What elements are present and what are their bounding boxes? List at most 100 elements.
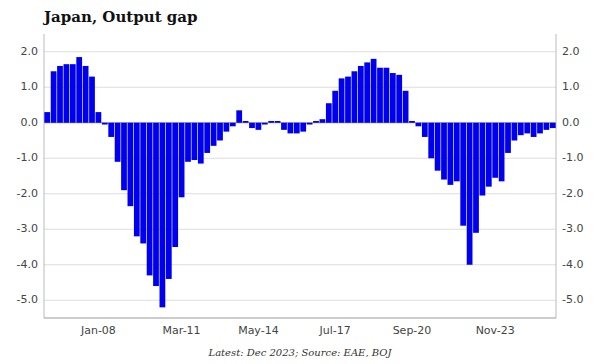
bar	[44, 112, 50, 123]
bar	[364, 62, 370, 122]
bar	[358, 66, 364, 123]
bar	[307, 123, 313, 125]
bar	[96, 112, 102, 123]
bar	[57, 66, 63, 123]
bar	[211, 123, 217, 146]
bar	[153, 123, 159, 286]
y-tick-label: 0.0	[21, 116, 39, 129]
y2-tick-label: -2.0	[562, 187, 583, 200]
bar	[64, 64, 70, 123]
bar	[243, 121, 249, 123]
y-tick-label: 1.0	[21, 80, 39, 93]
grid-line	[44, 229, 556, 230]
y-axis-line	[44, 34, 45, 318]
bar	[76, 57, 82, 123]
x-tick-label: Jul-17	[319, 324, 351, 337]
bar	[409, 121, 415, 123]
bar	[480, 123, 486, 196]
bar	[531, 123, 537, 137]
bar	[300, 123, 306, 132]
grid-line	[44, 51, 556, 52]
y-tick-label: -3.0	[17, 222, 38, 235]
grid-line	[44, 158, 556, 159]
bar	[396, 75, 402, 123]
bar	[89, 77, 95, 123]
bar	[275, 121, 281, 123]
y-tick-label: -2.0	[17, 187, 38, 200]
grid-line	[44, 193, 556, 194]
bar	[524, 123, 530, 134]
bar	[166, 123, 172, 279]
bar	[281, 123, 287, 130]
chart: -5.0-5.0-4.0-4.0-3.0-3.0-2.0-2.0-1.0-1.0…	[0, 0, 600, 364]
bar	[185, 123, 191, 162]
x-tick-label: Jan-08	[80, 324, 116, 337]
bar	[435, 123, 441, 171]
bar	[326, 103, 332, 123]
bar	[179, 123, 185, 198]
bar	[224, 123, 230, 132]
grid-line	[44, 87, 556, 88]
background	[0, 0, 600, 364]
y2-tick-label: 0.0	[562, 116, 580, 129]
bar	[550, 123, 556, 128]
y2-tick-label: 2.0	[562, 45, 580, 58]
title: Japan, Output gap	[42, 8, 198, 26]
bar	[249, 123, 255, 128]
bar	[121, 123, 127, 190]
bar	[416, 123, 422, 127]
grid-line	[44, 264, 556, 265]
y-tick-label: -4.0	[17, 258, 38, 271]
bar	[83, 66, 89, 123]
bar	[288, 123, 294, 134]
y2-tick-label: 1.0	[562, 80, 580, 93]
bar	[384, 68, 390, 123]
bar	[352, 71, 358, 122]
grid-line	[44, 300, 556, 301]
bar	[428, 123, 434, 159]
bar	[486, 123, 492, 187]
bar	[518, 123, 524, 135]
bar	[268, 121, 274, 123]
y-tick-label: -5.0	[17, 293, 38, 306]
bar	[313, 121, 319, 123]
bar	[499, 123, 505, 182]
bar	[102, 123, 108, 125]
bar	[390, 73, 396, 123]
x-tick-label: Mar-11	[163, 324, 201, 337]
bars	[44, 57, 555, 307]
bar	[134, 123, 140, 237]
bar	[51, 71, 57, 122]
y2-axis-line	[556, 34, 557, 318]
x-tick-label: May-14	[238, 324, 279, 337]
bar	[217, 123, 223, 141]
bar	[422, 123, 428, 137]
y-tick-label: 2.0	[21, 45, 39, 58]
bar	[377, 68, 383, 123]
bar	[320, 119, 326, 123]
bar	[256, 123, 262, 130]
bar	[505, 123, 511, 153]
bar	[70, 64, 76, 123]
bar	[454, 123, 460, 182]
bar	[339, 78, 345, 122]
y2-tick-label: -3.0	[562, 222, 583, 235]
x-tick-label: Nov-23	[476, 324, 515, 337]
bar	[467, 123, 473, 265]
bar	[115, 123, 121, 162]
bar	[537, 123, 543, 134]
bar	[332, 91, 338, 123]
bar	[160, 123, 166, 308]
bar	[473, 123, 479, 233]
bar	[512, 123, 518, 141]
bar	[403, 91, 409, 123]
y-tick-label: -1.0	[17, 151, 38, 164]
bar	[544, 123, 550, 130]
bar	[262, 123, 268, 125]
bar	[441, 123, 447, 180]
bar	[192, 123, 198, 160]
y2-tick-label: -5.0	[562, 293, 583, 306]
bar	[236, 110, 242, 122]
bar	[204, 123, 210, 153]
page: {"chart_data": {"type": "bar", "title": …	[0, 0, 600, 364]
